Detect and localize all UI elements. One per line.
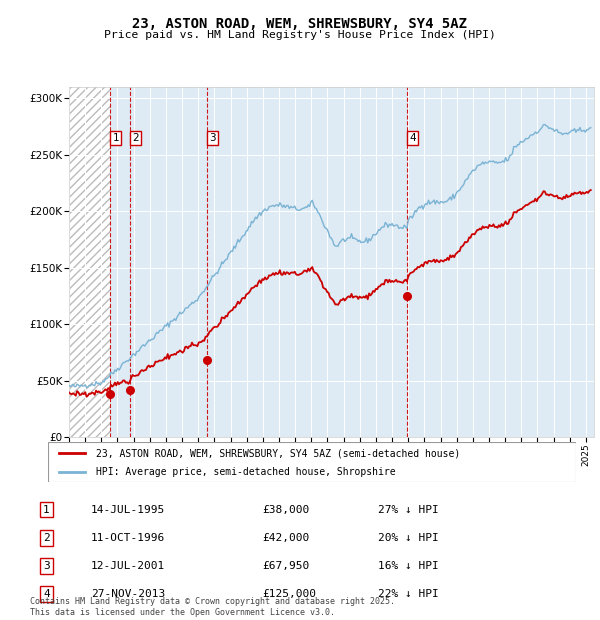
- Text: HPI: Average price, semi-detached house, Shropshire: HPI: Average price, semi-detached house,…: [95, 467, 395, 477]
- Text: 20% ↓ HPI: 20% ↓ HPI: [378, 533, 439, 542]
- Text: Contains HM Land Registry data © Crown copyright and database right 2025.
This d: Contains HM Land Registry data © Crown c…: [30, 598, 395, 617]
- Text: 1: 1: [43, 505, 50, 515]
- Text: 16% ↓ HPI: 16% ↓ HPI: [378, 561, 439, 571]
- Text: 22% ↓ HPI: 22% ↓ HPI: [378, 589, 439, 599]
- Text: 4: 4: [43, 589, 50, 599]
- Text: 3: 3: [209, 133, 216, 143]
- Text: £67,950: £67,950: [262, 561, 309, 571]
- Text: 23, ASTON ROAD, WEM, SHREWSBURY, SY4 5AZ: 23, ASTON ROAD, WEM, SHREWSBURY, SY4 5AZ: [133, 17, 467, 30]
- Text: 27-NOV-2013: 27-NOV-2013: [91, 589, 165, 599]
- Text: 4: 4: [409, 133, 416, 143]
- Text: £38,000: £38,000: [262, 505, 309, 515]
- Text: 12-JUL-2001: 12-JUL-2001: [91, 561, 165, 571]
- Text: £125,000: £125,000: [262, 589, 316, 599]
- Text: 3: 3: [43, 561, 50, 571]
- Text: 27% ↓ HPI: 27% ↓ HPI: [378, 505, 439, 515]
- Text: 11-OCT-1996: 11-OCT-1996: [91, 533, 165, 542]
- Text: 2: 2: [133, 133, 139, 143]
- Text: 14-JUL-1995: 14-JUL-1995: [91, 505, 165, 515]
- Bar: [69, 87, 110, 437]
- Text: 1: 1: [112, 133, 119, 143]
- Text: £42,000: £42,000: [262, 533, 309, 542]
- Text: Price paid vs. HM Land Registry's House Price Index (HPI): Price paid vs. HM Land Registry's House …: [104, 30, 496, 40]
- Text: 2: 2: [43, 533, 50, 542]
- Text: 23, ASTON ROAD, WEM, SHREWSBURY, SY4 5AZ (semi-detached house): 23, ASTON ROAD, WEM, SHREWSBURY, SY4 5AZ…: [95, 448, 460, 458]
